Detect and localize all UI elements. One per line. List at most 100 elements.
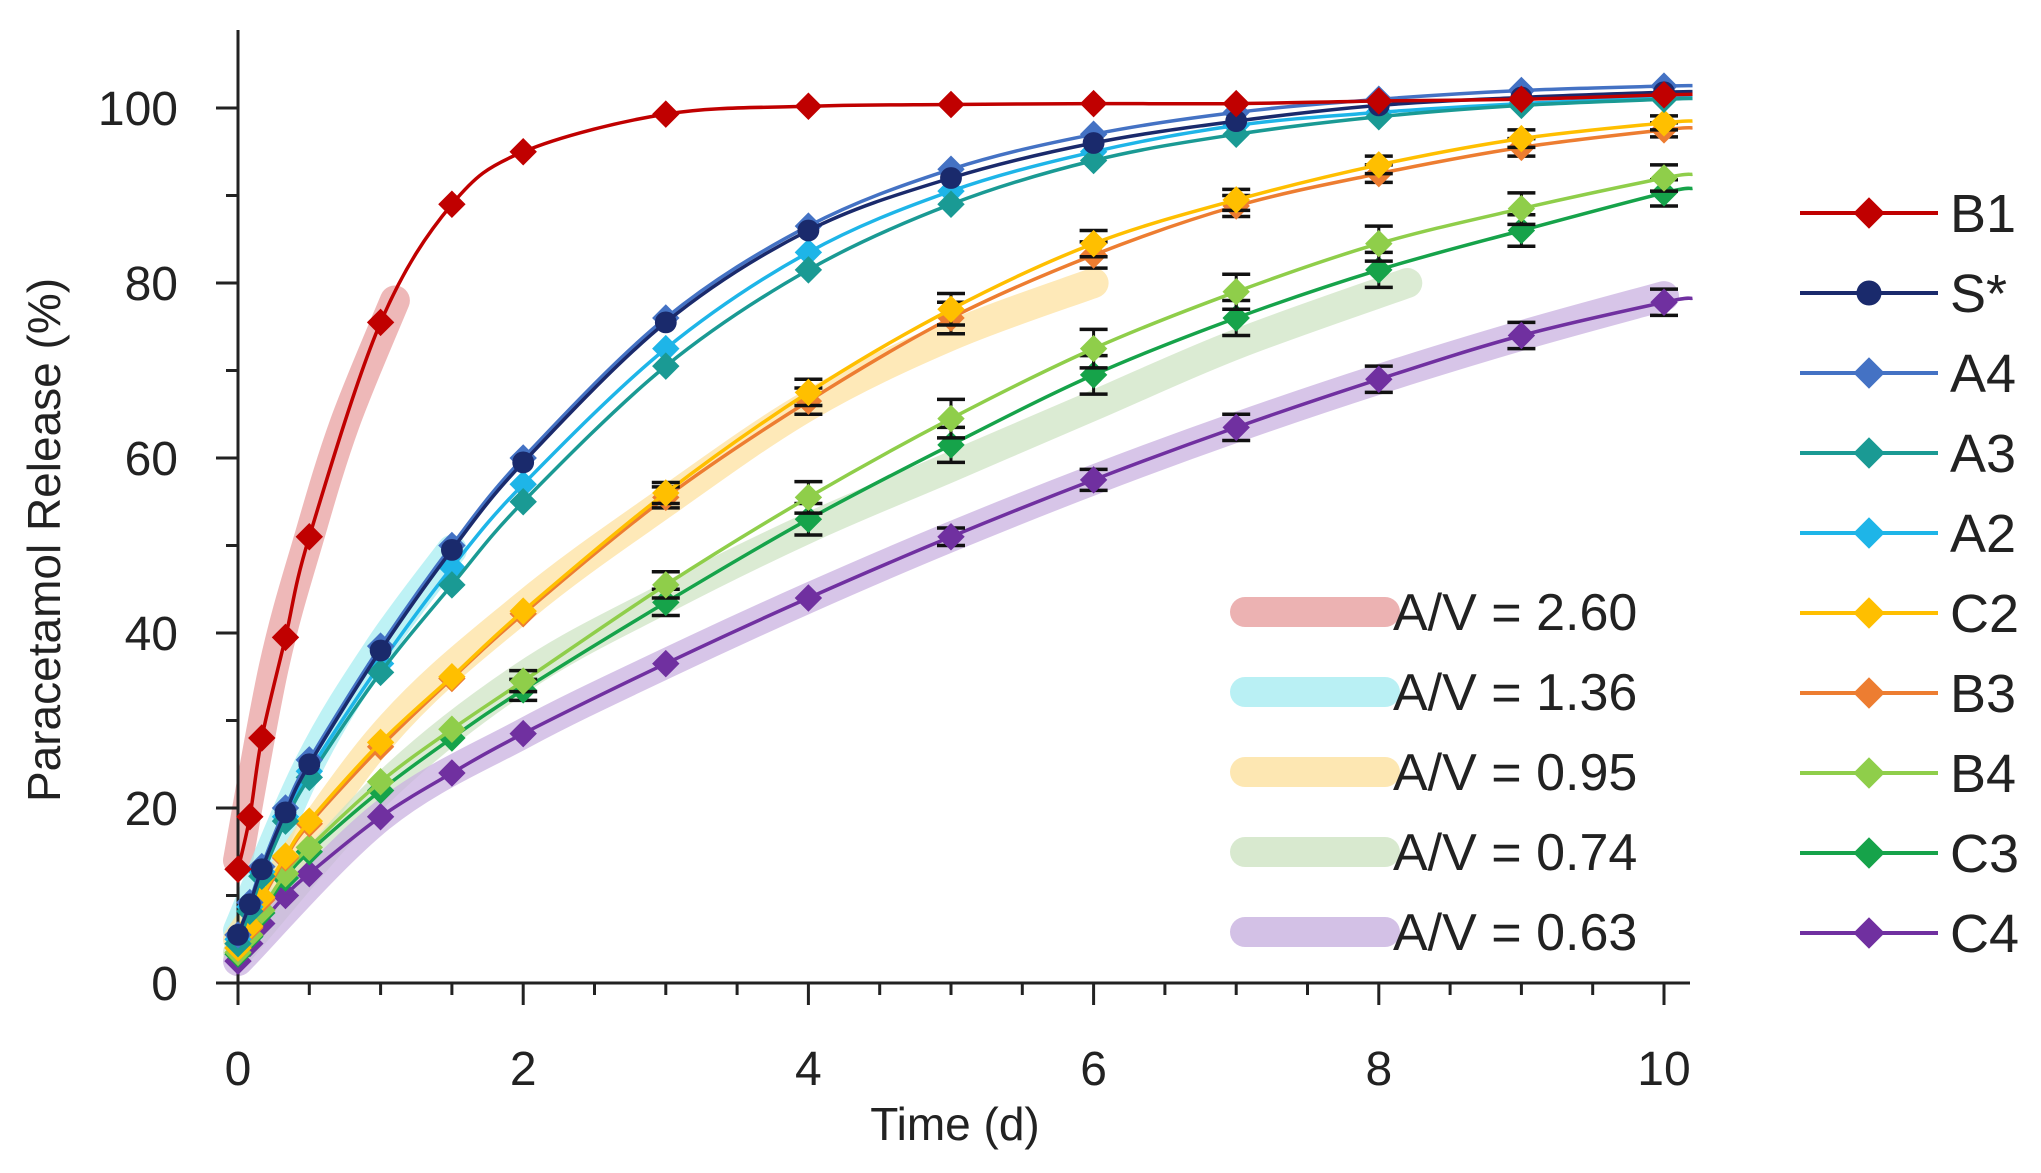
series-legend-marker bbox=[1853, 437, 1885, 469]
data-point bbox=[1365, 87, 1393, 115]
series-legend-marker bbox=[1853, 357, 1885, 389]
data-point bbox=[1079, 89, 1108, 118]
series-legend-marker bbox=[1853, 197, 1885, 229]
data-point bbox=[797, 219, 820, 242]
data-point bbox=[652, 571, 680, 599]
data-point bbox=[509, 138, 537, 166]
data-point bbox=[1222, 186, 1250, 214]
data-point bbox=[227, 923, 249, 946]
data-point bbox=[512, 451, 535, 474]
data-point bbox=[1365, 229, 1393, 258]
data-point bbox=[1079, 229, 1108, 258]
data-point bbox=[1365, 365, 1393, 393]
data-point bbox=[271, 623, 300, 652]
series-legend-label: B3 bbox=[1950, 664, 2016, 724]
data-point bbox=[509, 488, 537, 516]
axes bbox=[236, 30, 1690, 985]
data-point bbox=[366, 308, 395, 337]
data-point bbox=[937, 295, 965, 323]
series-legend-label: A2 bbox=[1950, 504, 2016, 564]
data-point bbox=[366, 803, 395, 831]
y-tick-label: 40 bbox=[125, 608, 178, 661]
band-legend-label: A/V = 0.95 bbox=[1393, 744, 1637, 802]
series-line bbox=[236, 83, 1693, 936]
band-legend-label: A/V = 1.36 bbox=[1393, 664, 1637, 722]
series-legend-marker bbox=[1853, 917, 1885, 949]
data-point bbox=[794, 378, 823, 407]
data-point bbox=[937, 404, 965, 433]
data-point bbox=[794, 483, 823, 512]
band-legend-label: A/V = 0.63 bbox=[1393, 904, 1637, 962]
data-point bbox=[369, 639, 392, 662]
data-point bbox=[652, 100, 680, 128]
series-line bbox=[236, 296, 1693, 963]
data-point bbox=[1222, 304, 1250, 332]
data-point bbox=[1079, 334, 1108, 363]
data-point bbox=[1082, 132, 1105, 154]
series-legend-marker bbox=[1853, 597, 1885, 629]
data-point bbox=[1365, 256, 1393, 284]
data-point bbox=[1650, 81, 1678, 109]
x-tick-label: 2 bbox=[510, 1043, 537, 1096]
data-point bbox=[652, 649, 680, 678]
data-point bbox=[366, 728, 395, 757]
series-legend-marker bbox=[1853, 517, 1885, 549]
data-point bbox=[1079, 466, 1108, 494]
data-point bbox=[250, 858, 273, 881]
data-point bbox=[937, 523, 965, 551]
series-legend-label: C2 bbox=[1950, 584, 2019, 644]
series-legend-marker bbox=[1853, 837, 1885, 869]
y-tick-label: 0 bbox=[151, 958, 178, 1011]
series-line bbox=[236, 96, 1693, 945]
y-tick-label: 80 bbox=[125, 258, 178, 311]
data-point bbox=[224, 855, 252, 883]
data-point bbox=[295, 859, 324, 888]
data-point bbox=[298, 753, 321, 776]
data-point bbox=[654, 311, 677, 334]
data-point bbox=[1650, 288, 1678, 316]
data-point bbox=[248, 724, 276, 752]
band-legend-label: A/V = 2.60 bbox=[1393, 584, 1637, 642]
y-axis-title: Paracetamol Release (%) bbox=[18, 278, 70, 802]
data-point bbox=[1650, 164, 1678, 192]
series-legend-label: C3 bbox=[1950, 824, 2019, 884]
data-point bbox=[236, 803, 264, 831]
data-point bbox=[438, 663, 466, 691]
series-legend-label: B4 bbox=[1950, 744, 2016, 804]
band-legend-label: A/V = 0.74 bbox=[1393, 824, 1637, 882]
data-point bbox=[1650, 109, 1678, 137]
data-point bbox=[1222, 278, 1250, 306]
data-series bbox=[224, 72, 1693, 975]
x-tick-label: 0 bbox=[225, 1043, 252, 1096]
data-point bbox=[441, 538, 463, 561]
data-point bbox=[1222, 89, 1250, 118]
y-tick-label: 20 bbox=[125, 783, 178, 836]
data-point bbox=[509, 719, 537, 748]
series-legend-label: B1 bbox=[1950, 184, 2016, 244]
data-point bbox=[295, 523, 324, 551]
data-point bbox=[1507, 124, 1536, 153]
data-point bbox=[1507, 194, 1536, 223]
series-legend-marker bbox=[1853, 757, 1885, 789]
data-point bbox=[509, 597, 537, 625]
band-legend: A/V = 2.60 A/V = 1.36 A/V = 0.95 A/V = 0.74… bbox=[1230, 584, 1637, 962]
x-tick-label: 6 bbox=[1080, 1043, 1107, 1096]
x-tick-label: 8 bbox=[1365, 1043, 1392, 1096]
data-point bbox=[937, 190, 965, 218]
series-legend-label: A3 bbox=[1950, 424, 2016, 484]
data-point bbox=[1365, 151, 1393, 179]
data-point bbox=[438, 715, 466, 743]
series-legend-label: A4 bbox=[1950, 344, 2016, 404]
data-point bbox=[794, 256, 823, 284]
data-point bbox=[1507, 85, 1536, 113]
data-point bbox=[509, 667, 537, 695]
data-point bbox=[438, 190, 466, 218]
series-legend-marker bbox=[1856, 280, 1882, 306]
data-point bbox=[1507, 321, 1536, 350]
series-legend-marker bbox=[1853, 677, 1885, 709]
series-legend-label: S* bbox=[1950, 264, 2007, 324]
y-tick-label: 100 bbox=[98, 83, 178, 136]
data-point bbox=[1222, 413, 1250, 442]
